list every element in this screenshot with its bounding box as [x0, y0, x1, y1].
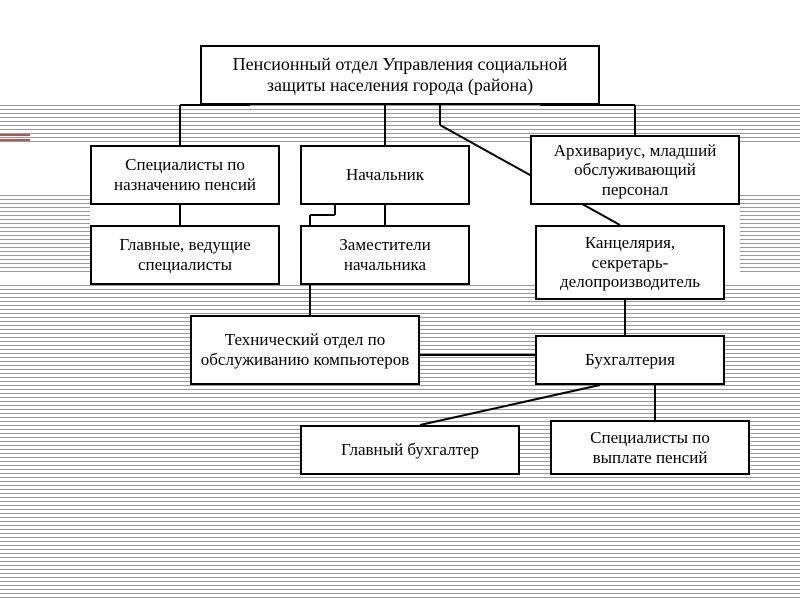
node-label: Канцелярия, секретарь-делопроизводитель [545, 233, 715, 292]
node-kanc: Канцелярия, секретарь-делопроизводитель [535, 225, 725, 300]
node-root: Пенсионный отдел Управления социальной з… [200, 45, 600, 105]
node-tech: Технический отдел по обслуживанию компью… [190, 315, 420, 385]
node-label: Начальник [346, 165, 424, 185]
node-label: Специалисты по выплате пенсий [560, 428, 740, 467]
document-accent-line [0, 139, 30, 141]
node-nachalnik: Начальник [300, 145, 470, 205]
node-glav_buh: Главный бухгалтер [300, 425, 520, 475]
node-label: Пенсионный отдел Управления социальной з… [210, 54, 590, 95]
org-chart: Пенсионный отдел Управления социальной з… [0, 0, 800, 600]
node-label: Технический отдел по обслуживанию компью… [200, 330, 410, 369]
node-glav_spec: Главные, ведущие специалисты [90, 225, 280, 285]
node-zam: Заместители начальника [300, 225, 470, 285]
node-label: Заместители начальника [310, 235, 460, 274]
node-label: Бухгалтерия [585, 350, 675, 370]
hatch-region [740, 195, 800, 275]
document-accent-line [0, 134, 30, 136]
node-label: Главный бухгалтер [341, 440, 479, 460]
node-label: Архивариус, младший обслужи­вающий персо… [540, 141, 730, 200]
node-spec_naz: Специалисты по назначению пенсий [90, 145, 280, 205]
node-label: Главные, ведущие специалисты [100, 235, 270, 274]
node-buh: Бухгалтерия [535, 335, 725, 385]
node-arhiv: Архивариус, младший обслужи­вающий персо… [530, 135, 740, 205]
hatch-region [0, 195, 90, 275]
node-label: Специалисты по назначению пенсий [100, 155, 270, 194]
node-spec_vypl: Специалисты по выплате пенсий [550, 420, 750, 475]
